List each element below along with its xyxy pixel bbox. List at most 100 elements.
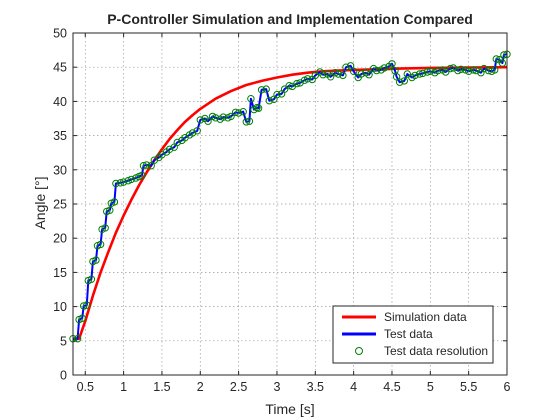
test-data-resolution-marker — [400, 77, 408, 85]
x-tick-label: 4.5 — [383, 380, 400, 394]
test-data-resolution-marker — [349, 67, 358, 76]
test-data-resolution-marker — [142, 161, 151, 169]
test-data-resolution-marker — [96, 240, 105, 249]
test-data-resolution-marker — [196, 116, 205, 124]
y-tick-label: 40 — [53, 95, 67, 109]
test-data-resolution-marker — [303, 75, 312, 83]
y-tick-label: 20 — [53, 232, 67, 246]
test-data-resolution-marker — [465, 67, 473, 76]
test-data-resolution-marker — [165, 145, 174, 154]
test-data-resolution-marker — [92, 256, 100, 264]
test-data-resolution-marker — [247, 95, 255, 103]
test-data-resolution-marker — [415, 70, 424, 78]
test-data-resolution-marker — [188, 129, 197, 137]
x-tick-label: 5.5 — [460, 380, 477, 394]
test-data-resolution-marker — [119, 178, 128, 186]
legend-resolution-marker — [355, 347, 363, 355]
test-data-resolution-marker — [426, 67, 434, 76]
test-data-resolution-marker — [127, 175, 136, 184]
test-data-resolution-marker — [498, 59, 507, 67]
test-data-resolution-marker — [78, 314, 86, 322]
test-data-resolution-marker — [257, 86, 266, 94]
y-tick-label: 50 — [53, 27, 67, 41]
y-tick-label: 10 — [53, 300, 67, 314]
test-data-resolution-marker — [469, 66, 477, 74]
test-data-resolution-marker — [285, 82, 293, 90]
test-data-resolution-marker — [342, 63, 350, 71]
test-data-resolution-marker — [87, 275, 96, 283]
test-data-resolution-marker — [204, 117, 212, 125]
test-data-resolution-marker — [116, 179, 125, 187]
test-data-resolution-marker — [492, 55, 500, 63]
test-data-resolution-marker — [293, 79, 301, 88]
series-layer — [69, 50, 511, 343]
x-tick-label: 3 — [273, 380, 280, 394]
test-data-resolution-marker — [193, 127, 201, 135]
test-data-resolution-marker — [110, 198, 119, 206]
legend-resolution-label: Test data resolution — [384, 344, 488, 358]
test-data-resolution-marker — [219, 113, 228, 121]
simulation-data-line — [73, 65, 508, 341]
plot-frame — [72, 32, 508, 376]
test-data-resolution-marker — [403, 70, 411, 78]
test-data-resolution-marker — [83, 301, 91, 309]
y-tick-label: 35 — [53, 129, 67, 143]
test-data-resolution-marker — [357, 70, 365, 78]
test-data-resolution-marker — [138, 171, 146, 180]
x-tick-label: 6 — [504, 380, 511, 394]
test-data-resolution-marker — [372, 66, 381, 75]
y-tick-label: 5 — [60, 334, 67, 348]
y-tick-label: 0 — [60, 369, 67, 383]
x-tick-label: 2.5 — [230, 380, 247, 394]
test-data-resolution-marker — [147, 162, 155, 170]
test-data-resolution-marker — [139, 162, 148, 170]
test-data-resolution-marker — [101, 224, 109, 232]
test-data-resolution-marker — [480, 64, 488, 73]
y-axis-label: Angle [°] — [32, 176, 48, 229]
test-data-resolution-marker — [319, 71, 327, 79]
test-data-resolution-marker — [245, 117, 254, 125]
test-data-resolution-marker — [472, 66, 480, 75]
legend: Simulation data Test data Test data reso… — [332, 305, 494, 364]
test-data-resolution-marker — [339, 71, 347, 80]
test-data-resolution-marker — [396, 78, 404, 86]
y-tick-label: 30 — [53, 163, 67, 177]
y-tick-label: 45 — [53, 61, 67, 75]
test-data-resolution-marker — [334, 70, 342, 78]
test-data-resolution-marker — [388, 60, 396, 68]
test-data-resolution-marker — [242, 118, 251, 126]
x-tick-label: 0.5 — [77, 380, 94, 394]
x-tick-label: 1.5 — [153, 380, 170, 394]
test-data-resolution-marker — [411, 71, 419, 80]
x-tick-label: 5 — [427, 380, 434, 394]
test-data-resolution-marker — [265, 97, 273, 105]
x-tick-label: 1 — [120, 380, 127, 394]
y-tick-label: 15 — [53, 266, 67, 280]
test-data-resolution-marker — [326, 73, 335, 81]
test-data-resolution-marker — [491, 66, 499, 74]
test-data-resolution-marker — [423, 68, 431, 76]
test-data-resolution-marker — [365, 71, 373, 79]
test-data-resolution-marker — [239, 108, 247, 116]
test-data-resolution-marker — [254, 104, 263, 112]
axis-ticks: 0.5 1 1.5 2 2.5 3 3.5 4 4.5 5 5.5 6 0 5 10 15 20 25 30 35 40… — [53, 27, 510, 395]
test-data-resolution-marker — [234, 109, 243, 117]
test-data-resolution-marker — [112, 179, 120, 188]
test-data-resolution-marker — [446, 64, 454, 73]
test-data-resolution-marker — [211, 114, 220, 122]
x-tick-label: 4 — [350, 380, 357, 394]
test-data-resolution-marker — [273, 90, 281, 99]
test-data-resolution-marker — [73, 335, 82, 343]
test-data-resolution-marker — [173, 138, 182, 147]
test-data-resolution-marker — [457, 65, 465, 74]
x-tick-label: 3.5 — [307, 380, 324, 394]
test-data-resolution-marker — [434, 66, 442, 75]
test-data-resolution-marker — [262, 85, 270, 93]
test-data-resolution-marker — [227, 112, 235, 121]
test-data-resolution-marker — [80, 302, 88, 310]
test-data-resolution-marker — [106, 206, 114, 214]
test-data-resolution-marker — [419, 69, 427, 78]
chart-title: P-Controller Simulation and Implementati… — [107, 11, 473, 27]
test-data-resolution-marker — [392, 73, 401, 81]
